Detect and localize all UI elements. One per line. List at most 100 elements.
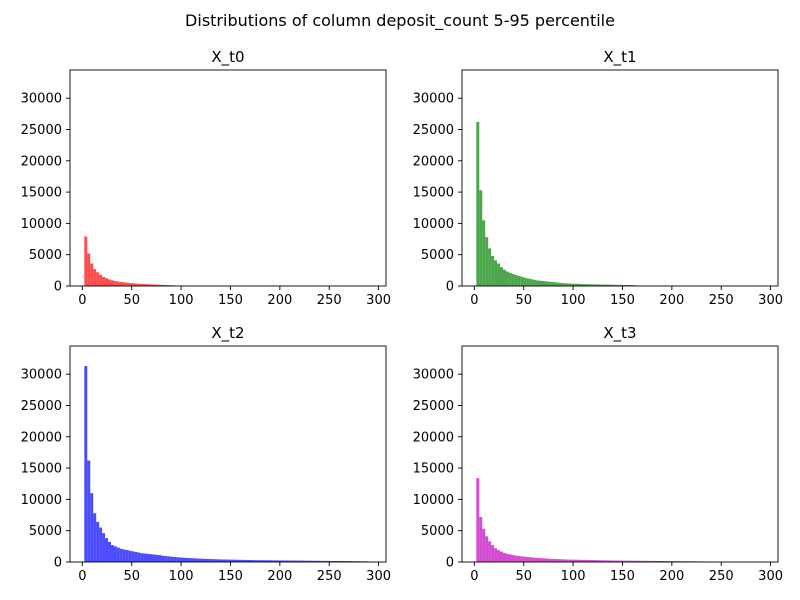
histogram-bar	[559, 559, 563, 562]
histogram-bar	[535, 280, 539, 286]
histogram-bar	[511, 555, 515, 562]
histogram-bar	[131, 283, 135, 286]
histogram-bar	[155, 284, 159, 286]
histogram-bar	[621, 284, 625, 286]
histogram-bar	[93, 269, 97, 286]
histogram-bar	[668, 561, 672, 562]
histogram-bar	[476, 121, 480, 286]
histogram-bar	[324, 560, 328, 562]
histogram-bar	[559, 282, 563, 286]
y-tick-label: 10000	[413, 217, 454, 232]
histogram-bar	[267, 560, 271, 562]
histogram-bar	[627, 285, 631, 286]
y-tick-label: 25000	[413, 123, 454, 138]
histogram-bar	[164, 556, 168, 562]
histogram-bar	[149, 284, 153, 286]
histogram-bar	[520, 556, 524, 562]
histogram-bar	[140, 283, 144, 286]
histogram-bar	[190, 558, 194, 562]
histogram-bar	[306, 560, 310, 562]
histogram-bar	[279, 560, 283, 562]
y-tick-label: 20000	[413, 430, 454, 445]
x-tick-label: 300	[366, 569, 391, 584]
histogram-bar	[488, 541, 492, 562]
histogram-bar	[517, 556, 521, 562]
histogram-bar	[256, 560, 260, 562]
y-tick-label: 15000	[21, 462, 62, 477]
histogram-bar	[226, 559, 230, 562]
x-tick-label: 200	[267, 293, 292, 308]
x-tick-label: 100	[561, 293, 586, 308]
histogram-bar	[285, 560, 289, 562]
histogram-bar	[143, 284, 147, 286]
subplot-x-t1: 0 50 100 150 200 250 300 0 5000 10000 15000 20000 25…	[413, 48, 783, 308]
x-tick-label: 300	[758, 293, 783, 308]
y-tick-label: 15000	[413, 186, 454, 201]
histogram-bar	[562, 559, 566, 562]
y-tick-label: 25000	[21, 123, 62, 138]
y-tick-label: 0	[446, 556, 454, 571]
histogram-bar	[494, 548, 498, 562]
histogram-bar	[333, 560, 337, 562]
y-tick-label: 0	[54, 556, 62, 571]
histogram-bar	[588, 560, 592, 562]
histogram-bar	[526, 556, 530, 562]
histogram-bar	[538, 558, 542, 562]
histogram-bar	[535, 557, 539, 562]
histogram-bar	[553, 282, 557, 286]
histogram-bar	[597, 284, 601, 286]
histogram-bar	[137, 283, 141, 286]
subplot-title: X_t1	[603, 48, 636, 67]
y-tick-label: 30000	[413, 92, 454, 107]
y-tick-label: 20000	[21, 430, 62, 445]
y-tick-label: 5000	[29, 524, 62, 539]
histogram-bar	[642, 560, 646, 562]
histogram-bar	[547, 281, 551, 286]
subplots-container: 0 50 100 150 200 250 3000500010000150002000025…	[21, 48, 783, 584]
histogram-bar	[662, 561, 666, 562]
histogram-bar	[108, 541, 111, 562]
x-tick-label: 200	[267, 569, 292, 584]
histogram-bar	[588, 284, 592, 286]
histogram-bar	[176, 557, 180, 562]
subplot-title: X_t2	[211, 324, 244, 343]
histogram-bar	[508, 272, 512, 286]
histogram-bar	[262, 560, 266, 562]
histogram-bar	[202, 558, 206, 562]
histogram-bar	[523, 277, 527, 286]
histogram-bar	[235, 559, 239, 562]
histogram-bar	[508, 554, 512, 562]
histogram-bar	[627, 560, 631, 562]
histogram-bar	[562, 283, 566, 286]
x-tick-label: 150	[218, 569, 243, 584]
histogram-bar	[621, 560, 625, 562]
y-tick-label: 30000	[21, 92, 62, 107]
histogram-bars	[84, 366, 369, 562]
histogram-bar	[565, 559, 569, 562]
histogram-bar	[514, 275, 518, 286]
histogram-bar	[122, 282, 126, 286]
histogram-bar	[544, 558, 548, 562]
histogram-bar	[291, 560, 295, 562]
y-tick-label: 5000	[421, 248, 454, 263]
histogram-bar	[612, 284, 616, 286]
histogram-bar	[609, 284, 613, 286]
x-tick-label: 200	[659, 569, 684, 584]
histogram-bar	[665, 561, 669, 562]
histogram-bar	[485, 237, 489, 286]
histogram-bar	[161, 555, 165, 562]
histogram-bar	[488, 248, 492, 286]
histogram-bar	[659, 561, 663, 562]
histogram-bar	[591, 284, 595, 286]
histogram-bar	[220, 559, 224, 562]
figure-suptitle: Distributions of column deposit_count 5-…	[185, 11, 615, 31]
histogram-bar	[648, 560, 652, 562]
histogram-bar	[476, 478, 480, 562]
histogram-bar	[556, 559, 560, 562]
histogram-bar	[541, 558, 545, 562]
histogram-bar	[119, 548, 123, 562]
histogram-bar	[633, 560, 637, 562]
histogram-bar	[167, 556, 171, 562]
histogram-bar	[606, 560, 610, 562]
